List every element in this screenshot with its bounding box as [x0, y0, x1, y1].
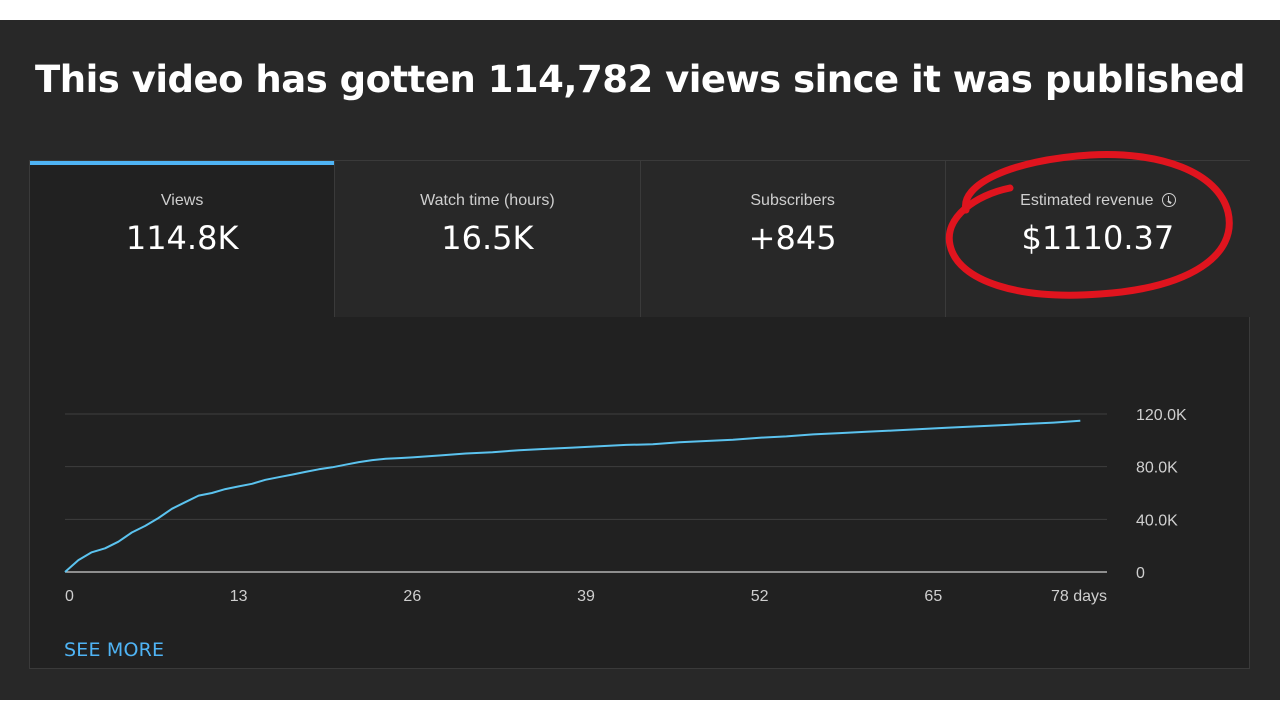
tab-views[interactable]: Views 114.8K — [30, 161, 336, 317]
dashboard-frame: This video has gotten 114,782 views sinc… — [0, 20, 1280, 700]
x-tick-label: 13 — [230, 588, 248, 605]
x-tick-label: 78 days — [1051, 588, 1107, 605]
y-tick-label: 40.0K — [1136, 512, 1178, 529]
views-line-chart: 0 40.0K 80.0K 120.0K 0 13 26 39 52 65 78 days — [64, 407, 1187, 605]
tab-subscribers[interactable]: Subscribers +845 — [640, 161, 946, 317]
see-more-link[interactable]: SEE MORE — [64, 639, 165, 661]
tab-views-label: Views — [160, 192, 204, 209]
headline: This video has gotten 114,782 views sinc… — [35, 58, 1245, 101]
y-tick-label: 120.0K — [1136, 407, 1187, 424]
tab-watch-time[interactable]: Watch time (hours) 16.5K — [335, 161, 641, 317]
tab-watch-time-value: 16.5K — [441, 219, 534, 257]
tab-subscribers-value: +845 — [748, 219, 837, 257]
x-tick-label: 52 — [751, 588, 769, 605]
y-tick-label: 80.0K — [1136, 460, 1178, 477]
x-tick-label: 0 — [65, 588, 74, 605]
analytics-card: Views 114.8K Watch time (hours) 16.5K Su… — [29, 160, 1250, 669]
views-series-line — [64, 419, 1081, 573]
x-tick-label: 26 — [403, 588, 421, 605]
tab-watch-time-label: Watch time (hours) — [420, 192, 555, 209]
x-tick-label: 65 — [924, 588, 942, 605]
x-tick-label: 39 — [577, 588, 595, 605]
y-tick-label: 0 — [1136, 565, 1145, 582]
tab-subscribers-label: Subscribers — [750, 192, 835, 209]
tab-views-value: 114.8K — [125, 219, 239, 257]
